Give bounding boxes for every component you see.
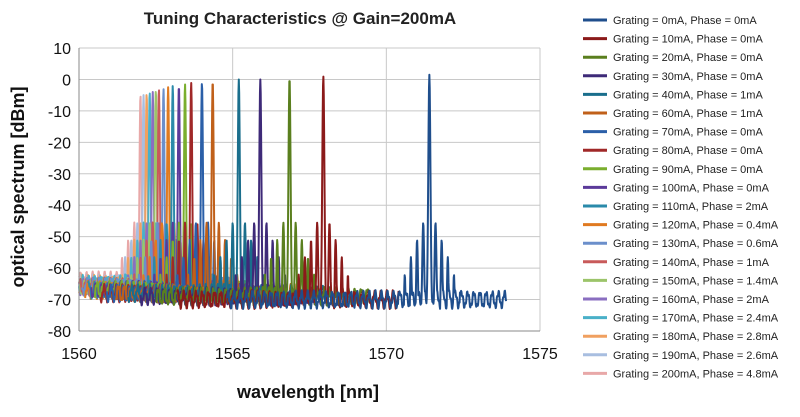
legend-label: Grating = 150mA, Phase = 1.4mA (613, 275, 779, 287)
legend-label: Grating = 130mA, Phase = 0.6mA (613, 238, 779, 250)
y-tick-label: -70 (48, 293, 71, 310)
y-tick-label: 0 (62, 72, 71, 89)
legend-label: Grating = 160mA, Phase = 2mA (613, 294, 770, 306)
y-tick-label: -30 (48, 167, 71, 184)
legend-label: Grating = 100mA, Phase = 0mA (613, 182, 770, 194)
legend-label: Grating = 110mA, Phase = 2mA (613, 201, 769, 213)
y-tick-label: -20 (48, 135, 71, 152)
legend: Grating = 0mA, Phase = 0mA Grating = 10mA… (583, 15, 779, 380)
legend-label: Grating = 190mA, Phase = 2.6mA (613, 350, 779, 362)
x-tick-label: 1565 (215, 346, 251, 363)
y-axis-label: optical spectrum [dBm] (8, 86, 28, 287)
legend-label: Grating = 60mA, Phase = 1mA (613, 108, 763, 120)
legend-label: Grating = 170mA, Phase = 2.4mA (613, 313, 779, 325)
y-tick-label: 10 (53, 41, 71, 58)
x-axis-label: wavelength [nm] (236, 382, 379, 402)
y-tick-label: -80 (48, 324, 71, 341)
legend-label: Grating = 120mA, Phase = 0.4mA (613, 220, 779, 232)
x-tick-label: 1575 (522, 346, 558, 363)
y-tick-label: -50 (48, 230, 71, 247)
legend-label: Grating = 90mA, Phase = 0mA (613, 164, 763, 176)
legend-label: Grating = 20mA, Phase = 0mA (613, 52, 763, 64)
series-line (225, 73, 508, 310)
axes: 10 0 -10 -20 -30 -40 -50 -60 -70 -80 1560 1565 1570 1… (48, 41, 558, 363)
legend-label: Grating = 10mA, Phase = 0mA (613, 34, 763, 46)
plot-area (78, 73, 508, 310)
chart-title: Tuning Characteristics @ Gain=200mA (144, 9, 456, 28)
legend-label: Grating = 180mA, Phase = 2.8mA (613, 331, 779, 343)
legend-label: Grating = 40mA, Phase = 1mA (613, 89, 763, 101)
x-tick-label: 1570 (369, 346, 405, 363)
y-tick-label: -40 (48, 198, 71, 215)
y-tick-label: -60 (48, 261, 71, 278)
legend-label: Grating = 140mA, Phase = 1mA (613, 257, 770, 269)
legend-label: Grating = 80mA, Phase = 0mA (613, 145, 763, 157)
y-tick-label: -10 (48, 104, 71, 121)
legend-label: Grating = 70mA, Phase = 0mA (613, 127, 763, 139)
legend-label: Grating = 0mA, Phase = 0mA (613, 15, 757, 27)
x-tick-label: 1560 (61, 346, 97, 363)
legend-label: Grating = 200mA, Phase = 4.8mA (613, 368, 779, 380)
legend-label: Grating = 30mA, Phase = 0mA (613, 71, 763, 83)
